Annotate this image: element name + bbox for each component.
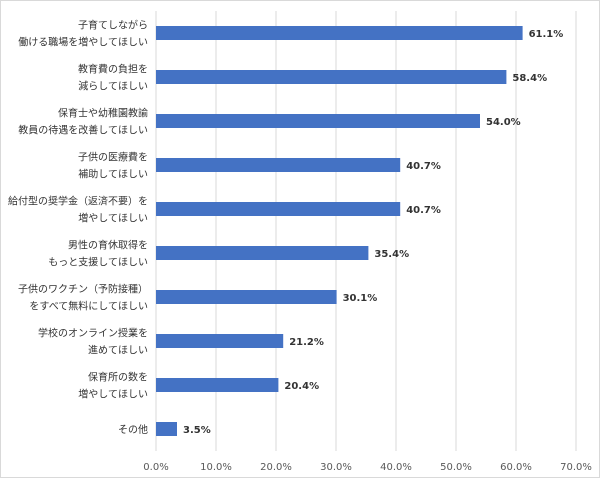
data-label: 40.7% — [406, 161, 441, 172]
bar — [156, 290, 337, 304]
bar — [156, 378, 279, 392]
data-label: 54.0% — [486, 117, 521, 128]
value-labels: 61.1% 58.4% 54.0% 40.7% 40.7% 35.4% 30.1% 21.2%… — [183, 29, 563, 436]
data-label: 40.7% — [406, 205, 441, 216]
data-label: 58.4% — [512, 73, 547, 84]
bar — [156, 114, 480, 128]
x-tick-label: 70.0% — [560, 462, 592, 473]
category-label: 男性の育休取得を — [68, 239, 148, 252]
category-label: 進めてほしい — [88, 345, 148, 357]
bar — [156, 158, 401, 172]
category-label: 子供の医療費を — [78, 151, 148, 164]
data-label: 30.1% — [343, 293, 378, 304]
x-tick-label: 60.0% — [500, 462, 532, 473]
category-label: 保育士や幼稚園教諭 — [58, 107, 148, 120]
category-label: もっと支援してほしい — [48, 256, 148, 269]
category-label: 働ける職場を増やしてほしい — [18, 36, 148, 49]
x-tick-label: 30.0% — [320, 462, 352, 473]
category-label: 給付型の奨学金（返済不要）を — [8, 195, 148, 208]
category-label: その他 — [118, 423, 148, 436]
x-tick-label: 40.0% — [380, 462, 412, 473]
category-label: 子供のワクチン（予防接種） — [18, 283, 148, 296]
data-label: 3.5% — [183, 425, 211, 436]
bar — [156, 422, 177, 436]
category-label: 補助してほしい — [78, 168, 148, 181]
bar — [156, 246, 369, 260]
gridlines — [155, 11, 577, 451]
category-label: 子育てしながら — [78, 19, 148, 32]
category-label: 教員の待遇を改善してほしい — [18, 124, 148, 137]
data-label: 35.4% — [374, 249, 409, 260]
category-label: 教育費の負担を — [78, 63, 148, 76]
bar — [156, 334, 284, 348]
data-label: 20.4% — [284, 381, 319, 392]
bar — [156, 26, 523, 40]
bar — [156, 202, 401, 216]
x-tick-label: 10.0% — [200, 462, 232, 473]
x-tick-label: 0.0% — [143, 462, 168, 473]
bars — [156, 26, 523, 436]
category-labels: 子育てしながら働ける職場を増やしてほしい教育費の負担を減らしてほしい保育士や幼稚… — [8, 19, 148, 437]
category-label: 増やしてほしい — [78, 212, 148, 225]
x-tick-label: 20.0% — [260, 462, 292, 473]
x-tick-label: 50.0% — [440, 462, 472, 473]
category-label: 保育所の数を — [88, 371, 148, 384]
category-label: をすべて無料にしてほしい — [29, 300, 148, 313]
category-label: 学校のオンライン授業を — [38, 327, 148, 340]
bar — [156, 70, 507, 84]
category-label: 減らしてほしい — [78, 80, 148, 93]
data-label: 21.2% — [289, 337, 324, 348]
data-label: 61.1% — [529, 29, 564, 40]
x-axis-tick-labels: 0.0% 10.0% 20.0% 30.0% 40.0% 50.0% 60.0% 70.0% — [143, 462, 592, 473]
category-label: 増やしてほしい — [78, 388, 148, 401]
